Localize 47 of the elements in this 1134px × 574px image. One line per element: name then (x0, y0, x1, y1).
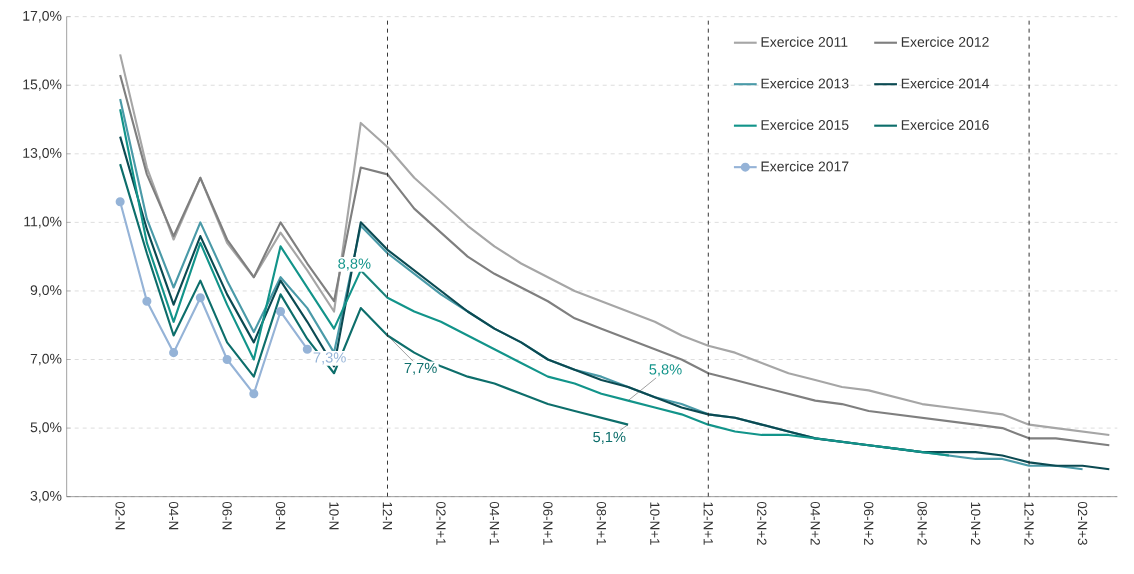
x-tick-label: 10-N+2 (970, 502, 981, 545)
point (249, 389, 259, 399)
legend-label: Exercice 2011 (761, 36, 848, 47)
x-tick-label: 12-N+1 (703, 502, 713, 545)
x-tick-label: 04-N+2 (810, 501, 820, 545)
annotation: 5,8% (649, 364, 682, 377)
x-tick-label: 06-N+2 (863, 501, 874, 545)
annotation: 5,1% (593, 431, 626, 444)
legend-label: Exercice 2016 (901, 119, 989, 130)
x-tick-label: 08-N+1 (596, 501, 607, 545)
y-tick-label: 13,0% (23, 148, 62, 160)
legend-label: Exercice 2014 (901, 78, 989, 89)
y-tick-label: 15,0% (23, 79, 62, 92)
legend-label: Exercice 2013 (761, 78, 849, 89)
point (169, 348, 179, 358)
y-tick-label: 7,0% (30, 353, 62, 366)
legend-label: Exercice 2017 (761, 161, 849, 172)
legend-label: Exercice 2012 (901, 36, 989, 47)
annotation: 7,3% (313, 352, 346, 365)
point (276, 306, 286, 317)
x-tick-label: 10-N+1 (650, 502, 660, 545)
y-tick-label: 11,0% (24, 216, 62, 229)
x-tick-label: 10-N (329, 502, 339, 530)
y-tick-label: 9,0% (30, 285, 62, 297)
x-tick-label: 02-N (115, 501, 125, 530)
point (195, 293, 205, 303)
x-tick-label: 04-N (168, 501, 179, 530)
x-tick-label: 12-N (382, 502, 393, 530)
x-tick-label: 04-N+1 (489, 501, 500, 545)
y-tick-label: 5,0% (30, 422, 62, 434)
x-tick-label: 12-N+2 (1024, 502, 1034, 545)
legend-label: Exercice 2015 (761, 119, 849, 130)
x-tick-label: 06-N (222, 501, 232, 530)
point (222, 354, 232, 365)
x-tick-label: 06-N+1 (543, 501, 553, 545)
point (115, 197, 125, 207)
x-tick-label: 08-N+2 (917, 501, 927, 545)
y-tick-label: 17,0% (23, 10, 62, 23)
annotation: 7,7% (404, 362, 437, 375)
y-tick-label: 3,0% (30, 490, 62, 503)
point (302, 344, 312, 354)
x-tick-label: 02-N+2 (757, 501, 767, 545)
x-tick-label: 02-N+3 (1077, 501, 1088, 545)
x-tick-label: 02-N+1 (436, 501, 446, 545)
annotation: 8,8% (338, 258, 371, 271)
x-tick-label: 08-N (275, 501, 286, 530)
point (142, 296, 152, 306)
